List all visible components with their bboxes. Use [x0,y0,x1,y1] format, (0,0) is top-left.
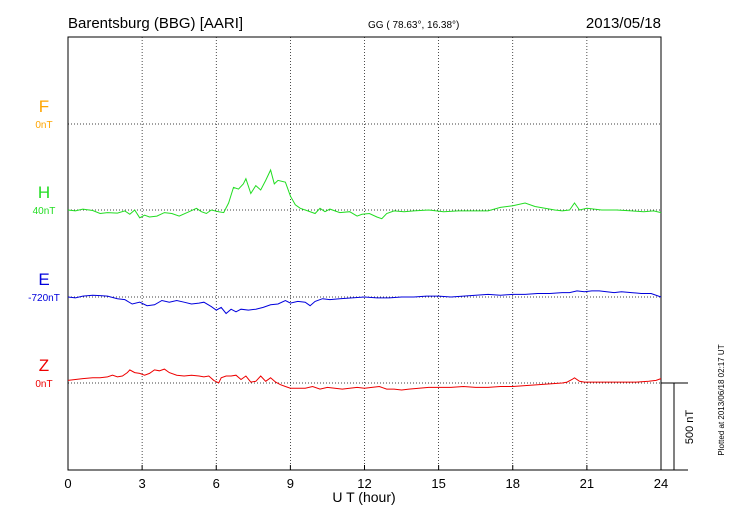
x-tick-label: 15 [431,476,445,491]
x-tick-label: 21 [580,476,594,491]
x-tick-label: 9 [287,476,294,491]
date-label: 2013/05/18 [586,15,661,32]
series-line-e [67,290,662,315]
x-tick-label: 24 [654,476,668,491]
series-line-h [67,168,662,220]
geo-coords: GG ( 78.63°, 16.38°) [368,20,459,31]
x-tick-label: 18 [506,476,520,491]
series-name-z: Z [39,356,49,375]
x-tick-label: 6 [213,476,220,491]
x-axis: 0 3 6 9 12 15 18 21 24 [64,465,668,491]
scale-bar-label: 500 nT [684,410,696,445]
x-tick-label: 12 [357,476,371,491]
plotted-timestamp: Plotted at 2013/06/18 02:17 UT [717,344,726,455]
x-tick-label: 3 [139,476,146,491]
series-baseline-h: 40nT [33,206,56,217]
series-line-z [67,368,662,391]
series-labels: F 0nT H 40nT E -720nT Z 0nT [28,97,60,390]
series-name-f: F [39,97,49,116]
x-axis-label: U T (hour) [332,489,395,505]
series-lines [67,168,662,391]
x-tick-label: 0 [64,476,71,491]
series-baseline-e: -720nT [28,293,60,304]
series-baseline-f: 0nT [35,120,52,131]
series-baseline-z: 0nT [35,379,52,390]
grid [68,37,661,470]
series-name-e: E [38,270,49,289]
scale-bar: 500 nT [661,382,696,471]
station-title: Barentsburg (BBG) [AARI] [68,15,243,32]
series-name-h: H [38,183,50,202]
